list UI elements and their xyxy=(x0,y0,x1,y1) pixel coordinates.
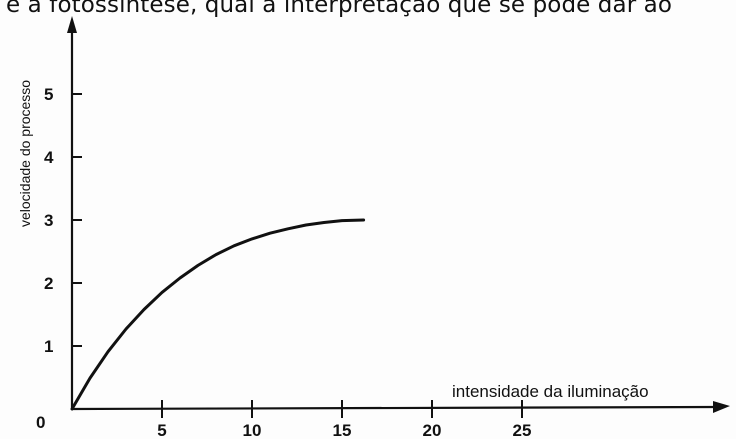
series xyxy=(70,218,366,411)
y-tick-label: 3 xyxy=(44,211,53,230)
labels: 1 2 3 4 5 5 10 15 20 25 0 intensidade da iluminação… xyxy=(17,80,649,439)
y-tick-label: 1 xyxy=(44,337,53,356)
x-tick-label: 5 xyxy=(157,421,166,439)
x-axis-label: intensidade da iluminação xyxy=(452,382,649,401)
x-tick-label: 15 xyxy=(333,421,352,439)
y-tick-label: 4 xyxy=(44,148,54,167)
axes xyxy=(67,16,730,413)
y-axis-label: velocidade do processo xyxy=(17,80,33,227)
ticks xyxy=(72,93,523,418)
x-axis-arrow xyxy=(713,401,730,413)
x-axis-line xyxy=(71,405,717,411)
y-tick-label: 5 xyxy=(44,85,53,104)
top-question-text: e a fotossíntese, qual a interpretação q… xyxy=(6,0,673,18)
x-tick-label: 25 xyxy=(513,421,532,439)
y-tick-label: 2 xyxy=(44,274,53,293)
series-line-0 xyxy=(70,218,366,411)
x-tick-label: 10 xyxy=(243,421,262,439)
x-tick-label: 20 xyxy=(423,421,442,439)
y-axis-arrow xyxy=(67,16,77,33)
origin-label: 0 xyxy=(36,413,45,432)
